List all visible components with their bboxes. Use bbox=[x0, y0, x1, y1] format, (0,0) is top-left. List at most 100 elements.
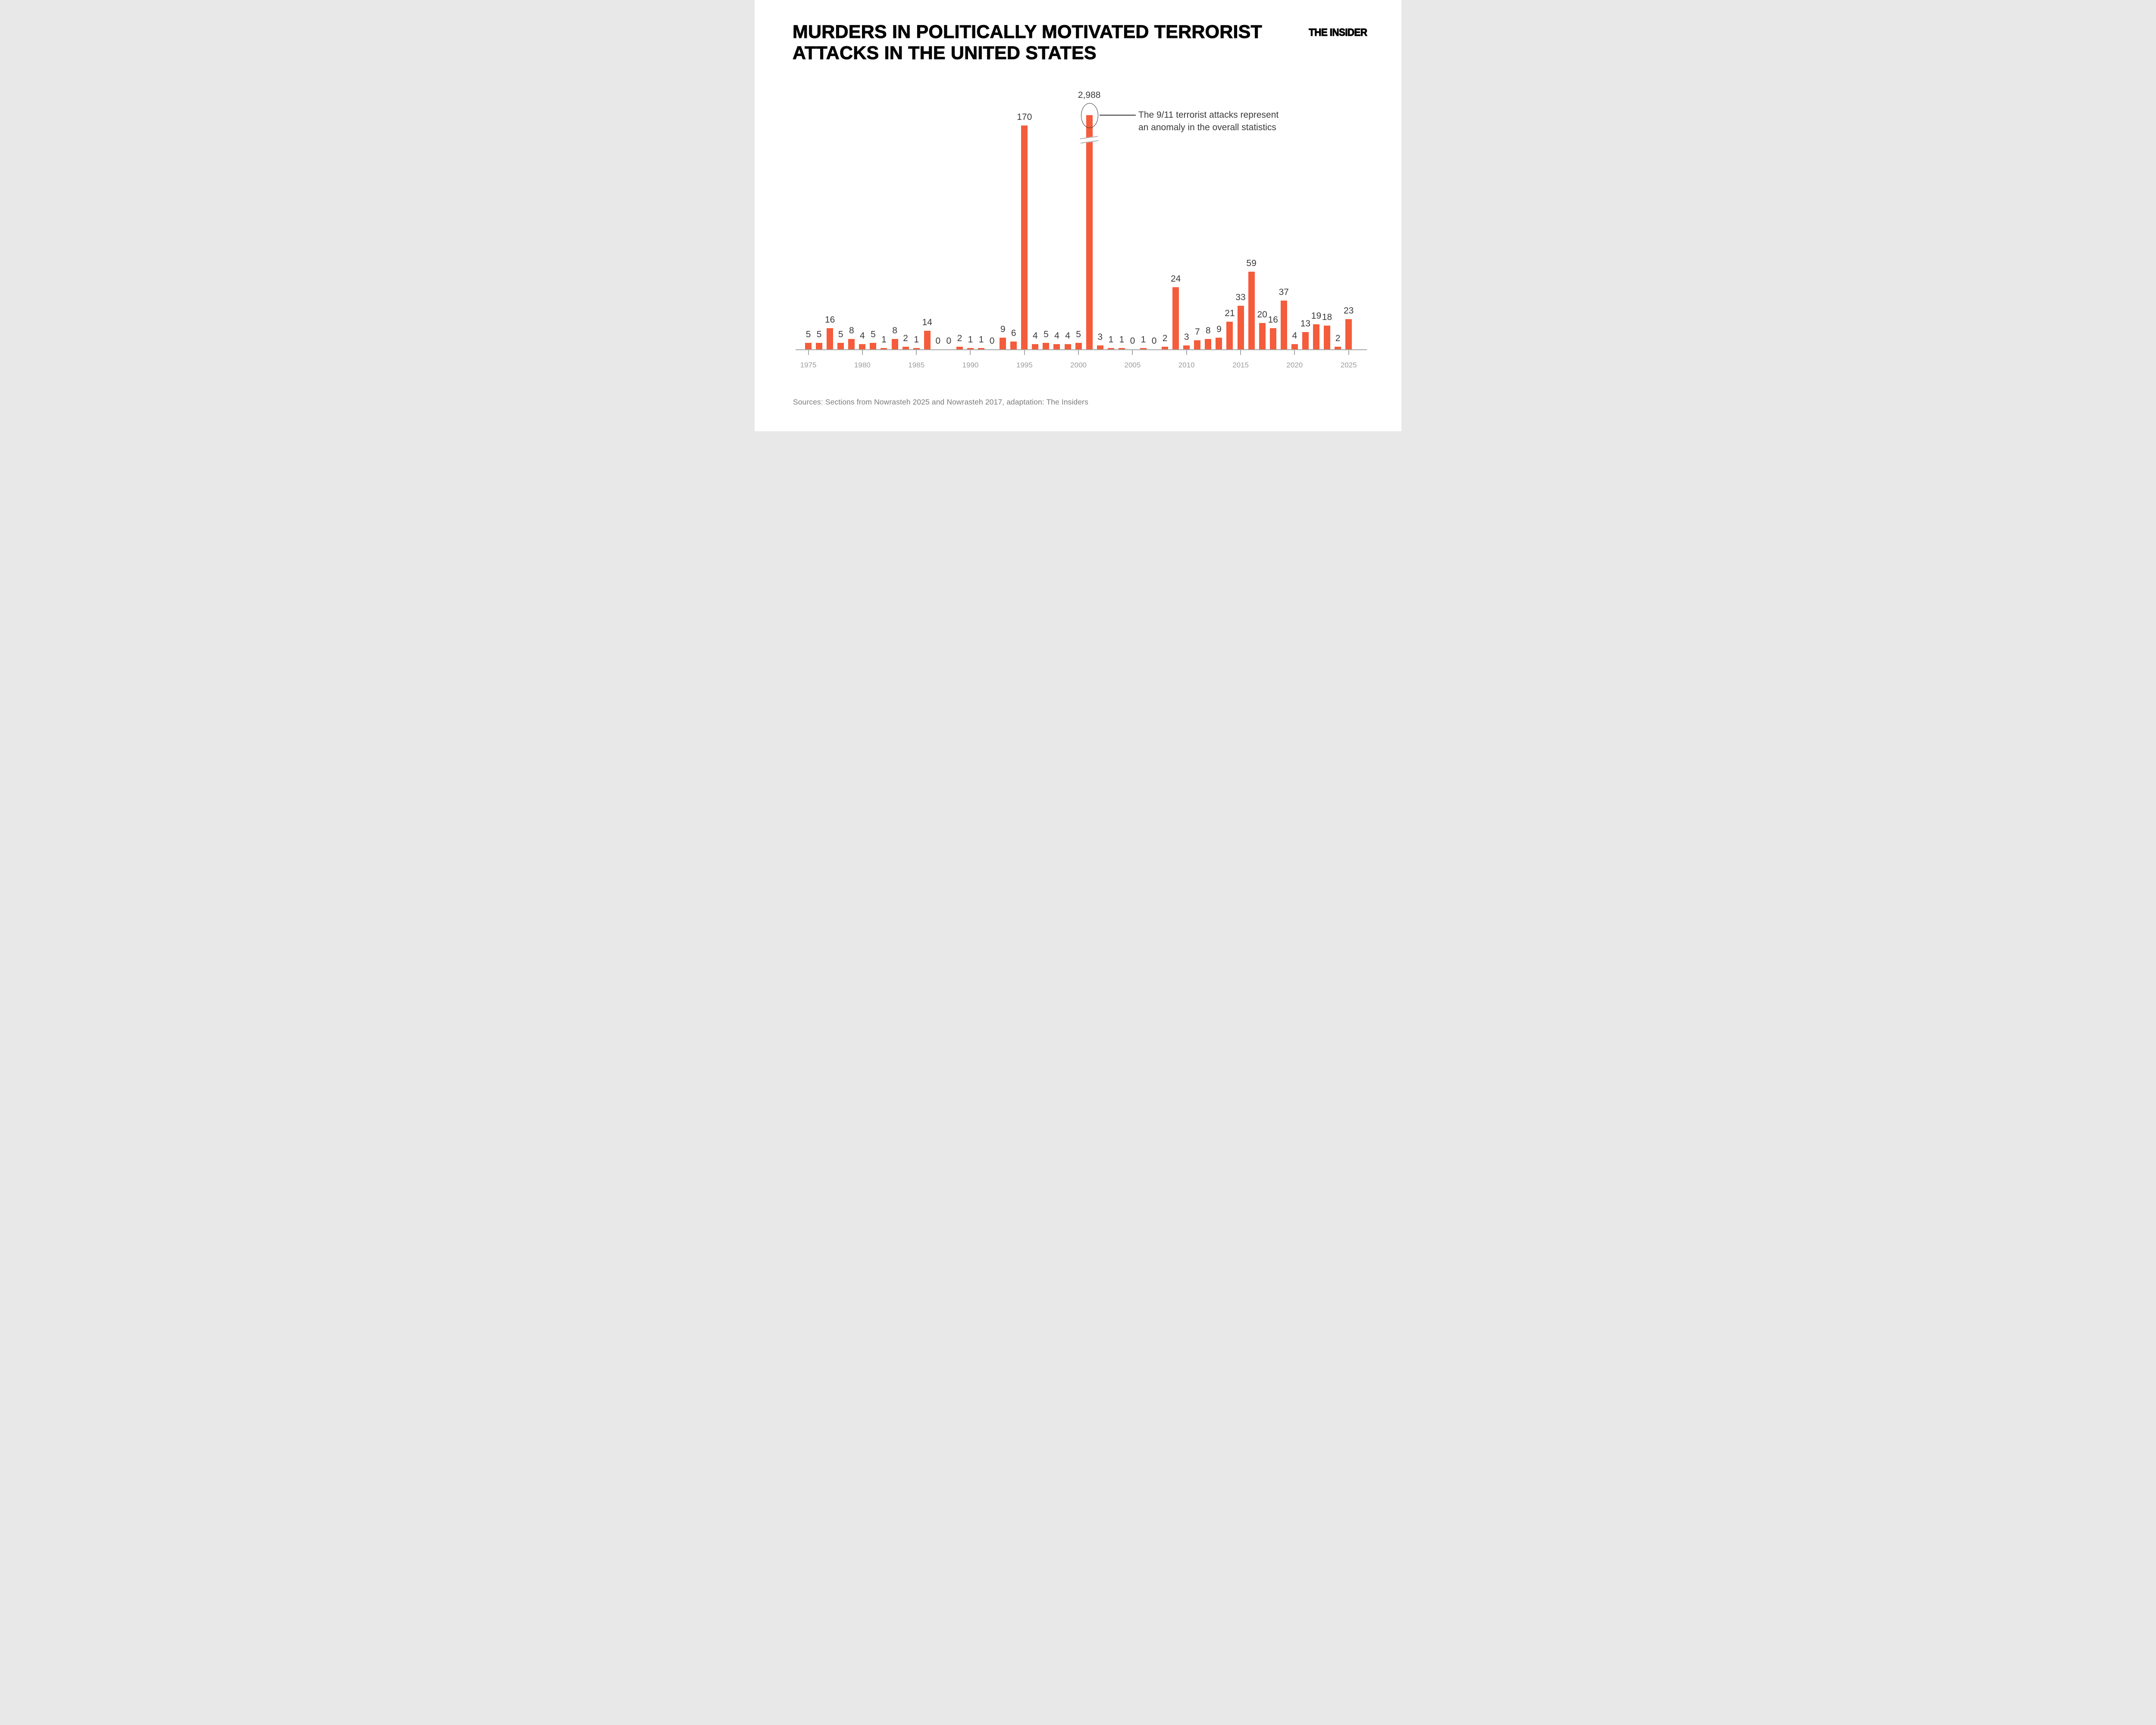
value-label-1992: 0 bbox=[989, 336, 995, 346]
bar-2019 bbox=[1280, 301, 1287, 349]
bar-2025 bbox=[1345, 319, 1352, 349]
bar-1991 bbox=[978, 348, 985, 349]
value-label-1995: 170 bbox=[1017, 112, 1032, 122]
bar-2011 bbox=[1194, 340, 1201, 349]
annotation-line1: The 9/11 terrorist attacks represent bbox=[1138, 110, 1279, 120]
year-label-2010: 2010 bbox=[1178, 361, 1195, 369]
year-label-1985: 1985 bbox=[908, 361, 925, 369]
bar-1980 bbox=[859, 344, 866, 349]
value-label-2003: 1 bbox=[1108, 335, 1114, 345]
value-label-2021: 13 bbox=[1300, 319, 1311, 329]
bar-1983 bbox=[891, 339, 898, 349]
bar-slot-1993: 9 bbox=[997, 104, 1008, 349]
axis-tick-1995 bbox=[1024, 350, 1025, 355]
value-label-2025: 23 bbox=[1343, 306, 1354, 316]
bar-slot-1987: 0 bbox=[933, 104, 943, 349]
bar-slot-2016: 59 bbox=[1246, 104, 1257, 349]
value-label-1978: 5 bbox=[838, 329, 843, 339]
bar-slot-2012: 8 bbox=[1203, 104, 1213, 349]
axis-tick-2015 bbox=[1240, 350, 1241, 355]
bar-1986 bbox=[924, 331, 931, 349]
bar-slot-2001: 2,988 bbox=[1078, 90, 1100, 349]
x-axis-line bbox=[796, 349, 1367, 350]
bar-slot-2007: 0 bbox=[1149, 104, 1159, 349]
value-label-2022: 19 bbox=[1311, 311, 1322, 321]
value-label-1998: 4 bbox=[1054, 331, 1059, 341]
bar-2003 bbox=[1107, 348, 1114, 349]
bar-slot-2025: 23 2025 bbox=[1341, 104, 1357, 369]
bar-slot-1996: 4 bbox=[1030, 104, 1040, 349]
bar-slot-2006: 1 bbox=[1138, 104, 1149, 349]
bar-slot-1978: 5 bbox=[835, 104, 846, 349]
value-label-1987: 0 bbox=[935, 336, 941, 346]
bar-slot-1990: 1 1990 bbox=[962, 104, 979, 369]
value-label-1976: 5 bbox=[816, 329, 822, 339]
bar-1976 bbox=[816, 343, 823, 349]
bar-1984 bbox=[902, 347, 909, 349]
bar-slot-2002: 3 bbox=[1095, 104, 1106, 349]
bar-2017 bbox=[1259, 323, 1266, 349]
value-label-2010: 3 bbox=[1184, 332, 1189, 342]
bar-2000 bbox=[1075, 343, 1082, 349]
bar-2006 bbox=[1140, 348, 1147, 349]
value-label-1990: 1 bbox=[968, 335, 973, 345]
bar-1989 bbox=[956, 347, 963, 349]
axis-tick-1985 bbox=[916, 350, 917, 355]
year-label-1995: 1995 bbox=[1016, 361, 1033, 369]
bar-slot-2018: 16 bbox=[1268, 104, 1279, 349]
bar-2004 bbox=[1118, 348, 1125, 349]
bar-2024 bbox=[1335, 347, 1341, 349]
value-label-1986: 14 bbox=[922, 317, 932, 327]
bar-1979 bbox=[848, 339, 855, 349]
bar-slot-1999: 4 bbox=[1062, 104, 1073, 349]
value-label-1981: 5 bbox=[871, 329, 876, 339]
axis-tick-1980 bbox=[862, 350, 863, 355]
value-label-2012: 8 bbox=[1206, 326, 1211, 336]
bar-slot-1995: 170 1995 bbox=[1016, 104, 1033, 369]
bar-slot-2008: 2 bbox=[1159, 104, 1170, 349]
bar-slot-1988: 0 bbox=[943, 104, 954, 349]
axis-tick-1975 bbox=[808, 350, 809, 355]
value-label-2024: 2 bbox=[1335, 333, 1341, 343]
value-label-1996: 4 bbox=[1033, 331, 1038, 341]
bar-slot-2019: 37 bbox=[1279, 104, 1289, 349]
value-label-2007: 0 bbox=[1151, 336, 1157, 346]
value-label-1994: 6 bbox=[1011, 328, 1016, 338]
bar-slot-2020: 4 2020 bbox=[1286, 104, 1303, 369]
value-label-1985: 1 bbox=[914, 335, 919, 345]
bar-2002 bbox=[1097, 345, 1103, 349]
bar-slot-2022: 19 bbox=[1311, 104, 1322, 349]
bar-1985 bbox=[913, 348, 920, 349]
value-label-1991: 1 bbox=[978, 335, 984, 345]
bar-slot-2017: 20 bbox=[1257, 104, 1268, 349]
chart-title: MURDERS IN POLITICALLY MOTIVATED TERRORI… bbox=[792, 22, 1262, 64]
value-label-1989: 2 bbox=[957, 333, 962, 343]
value-label-1975: 5 bbox=[805, 329, 811, 339]
axis-tick-2010 bbox=[1186, 350, 1187, 355]
bar-slot-2003: 1 bbox=[1106, 104, 1116, 349]
brand-logo: THE INSIDER bbox=[1308, 26, 1367, 38]
value-label-1997: 5 bbox=[1044, 329, 1049, 339]
value-label-2005: 0 bbox=[1130, 336, 1135, 346]
bar-slot-2000: 5 2000 bbox=[1070, 104, 1087, 369]
bar-slot-2010: 3 2010 bbox=[1178, 104, 1195, 369]
value-label-2016: 59 bbox=[1246, 258, 1257, 268]
axis-tick-1990 bbox=[970, 350, 971, 355]
value-label-1983: 8 bbox=[892, 326, 897, 336]
bar-2016 bbox=[1248, 272, 1255, 349]
bar-slot-1977: 16 bbox=[824, 104, 835, 349]
bar-2008 bbox=[1162, 347, 1169, 349]
value-label-2020: 4 bbox=[1292, 331, 1297, 341]
bar-2015 bbox=[1237, 306, 1244, 349]
axis-tick-2005 bbox=[1132, 350, 1133, 355]
bar-slot-1976: 5 bbox=[814, 104, 824, 349]
bar-2022 bbox=[1313, 324, 1319, 349]
bar-2018 bbox=[1269, 328, 1276, 349]
value-label-2017: 20 bbox=[1257, 310, 1267, 320]
year-label-1980: 1980 bbox=[854, 361, 871, 369]
bar-slot-1975: 5 1975 bbox=[800, 104, 817, 369]
axis-tick-2000 bbox=[1078, 350, 1079, 355]
bar-slot-1985: 1 1985 bbox=[908, 104, 924, 369]
bar-slot-2023: 18 bbox=[1322, 104, 1332, 349]
annotation-text: The 9/11 terrorist attacks represent an … bbox=[1138, 109, 1279, 134]
